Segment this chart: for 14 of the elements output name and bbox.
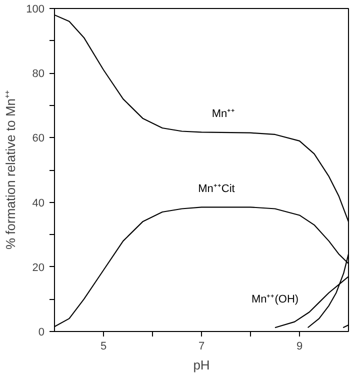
y-tick-label: 40 bbox=[32, 197, 45, 210]
x-tick-label: 7 bbox=[198, 340, 205, 352]
y-axis-title: % formation relative to Mn⁺⁺ bbox=[3, 90, 18, 250]
y-tick-label: 100 bbox=[26, 4, 45, 16]
x-tick-label: 5 bbox=[100, 340, 107, 352]
series-label: Mn⁺⁺Cit bbox=[198, 183, 235, 196]
y-tick-label: 60 bbox=[32, 132, 45, 145]
x-axis-title: pH bbox=[193, 358, 210, 372]
y-tick-label: 0 bbox=[38, 326, 45, 338]
series-label: Mn⁺⁺ bbox=[212, 108, 236, 120]
y-tick-label: 20 bbox=[32, 262, 45, 274]
x-tick-label: 9 bbox=[296, 340, 303, 352]
y-tick-label: 80 bbox=[32, 68, 45, 80]
series-label: Mn⁺⁺(OH) bbox=[251, 294, 299, 306]
